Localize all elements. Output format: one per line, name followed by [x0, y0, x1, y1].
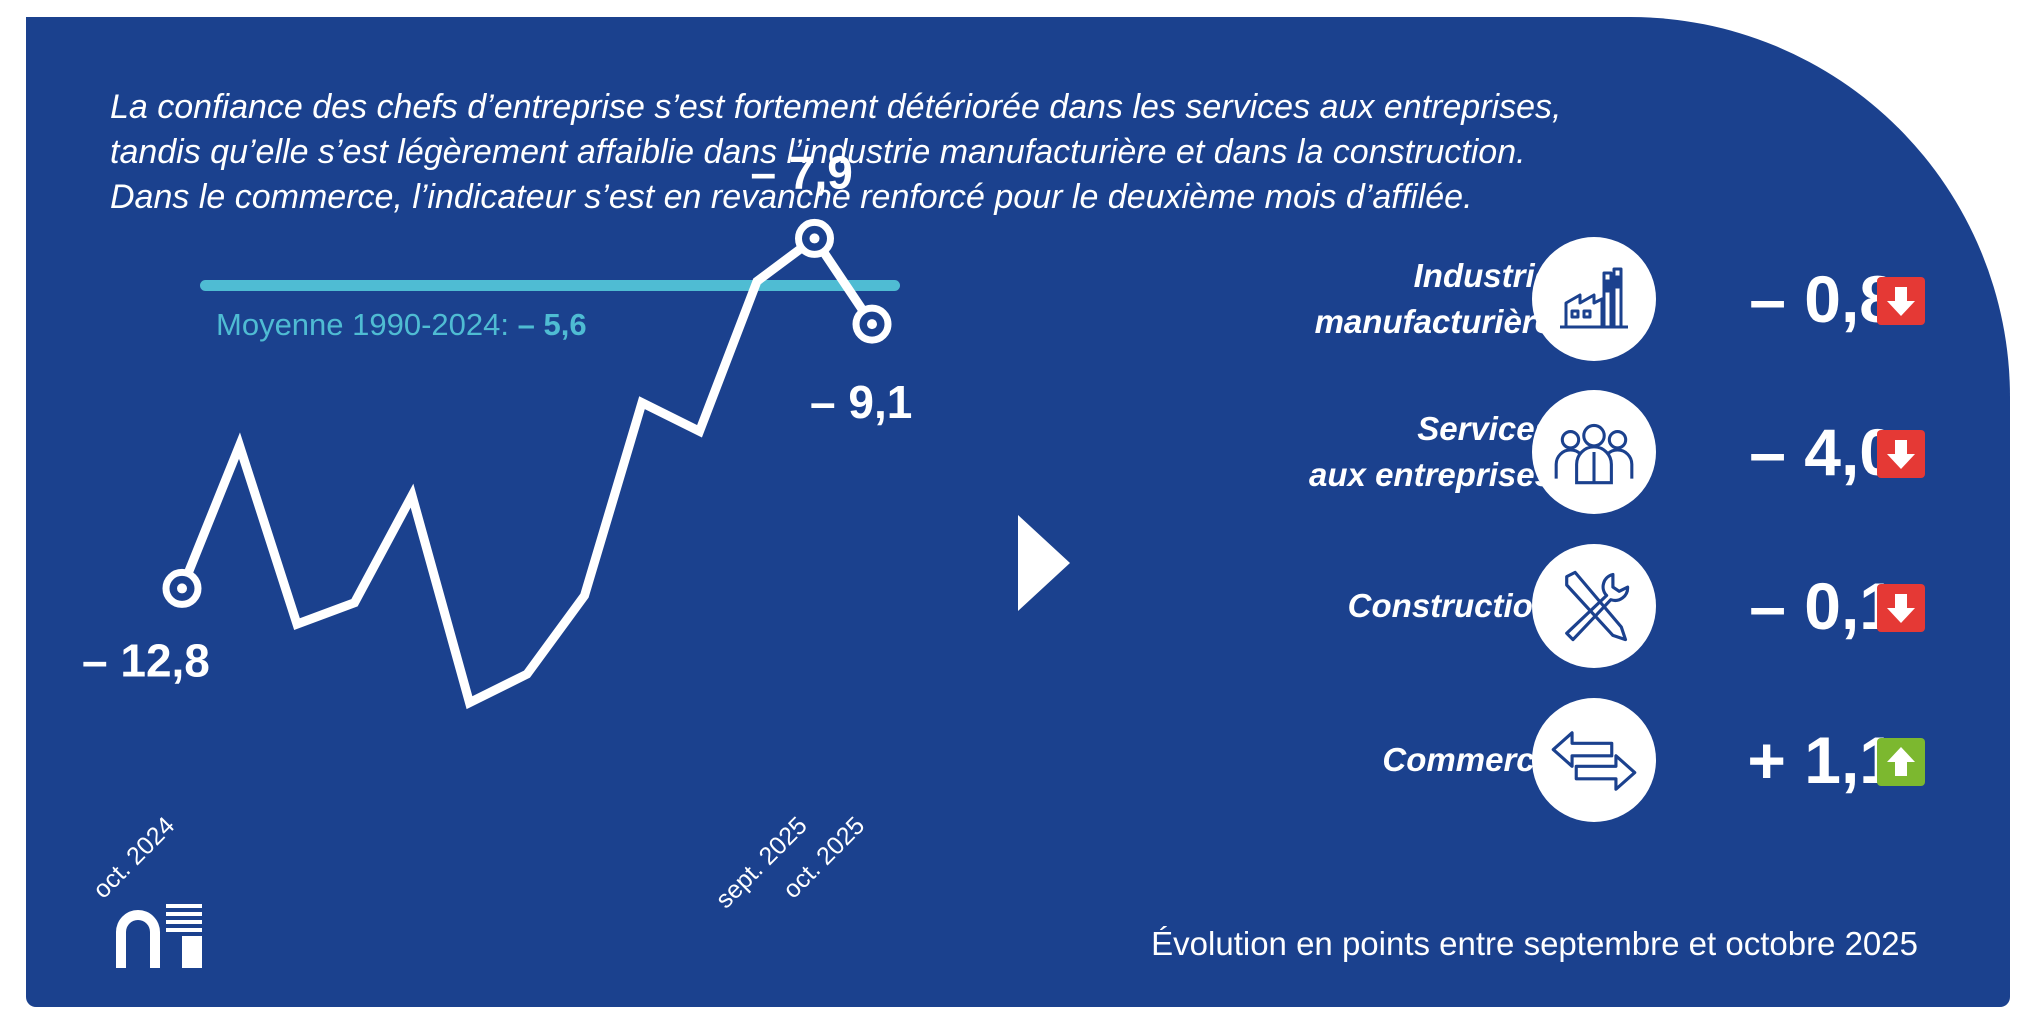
- sector-value: – 0,1: [1749, 569, 1896, 643]
- point-label: – 7,9: [751, 146, 853, 198]
- exchange-arrows-icon: [1532, 698, 1656, 822]
- sector-name: Services aux entreprises: [1309, 390, 1553, 514]
- arrow-down-icon: [1877, 584, 1925, 632]
- infographic-panel: La confiance des chefs d’entreprise s’es…: [26, 17, 2010, 1007]
- sector-row: Industrie manufacturière – 0,8: [1106, 237, 1966, 361]
- x-tick-label: oct. 2024: [88, 811, 181, 904]
- highlight-marker-dot: [177, 583, 187, 594]
- factory-icon: [1532, 237, 1656, 361]
- sector-name-line: aux entreprises: [1309, 456, 1553, 493]
- highlight-marker-dot: [867, 319, 877, 330]
- sector-name: Commerce: [1382, 698, 1553, 822]
- arrow-down-icon: [1877, 430, 1925, 478]
- sector-name-line: manufacturière: [1314, 303, 1553, 340]
- people-icon: [1532, 390, 1656, 514]
- play-arrow-icon: [1018, 515, 1070, 611]
- arrow-down-icon: [1877, 277, 1925, 325]
- point-label: – 12,8: [82, 634, 210, 686]
- average-value: – 5,6: [517, 307, 587, 342]
- sector-name-line: Construction: [1347, 587, 1553, 624]
- series-line: [177, 231, 877, 710]
- intro-line-2: tandis qu’elle s’est légèrement affaibli…: [110, 133, 1526, 171]
- sector-name-line: Services: [1417, 410, 1553, 447]
- sector-value: + 1,1: [1747, 723, 1896, 797]
- intro-line-3: Dans le commerce, l’indicateur s’est en …: [110, 178, 1473, 216]
- arrow-up-icon: [1877, 738, 1925, 786]
- average-label-text: Moyenne 1990-2024:: [216, 307, 518, 342]
- intro-line-1: La confiance des chefs d’entreprise s’es…: [110, 88, 1562, 126]
- sector-name-line: Commerce: [1382, 741, 1553, 778]
- footer-note: Évolution en points entre septembre et o…: [1151, 925, 1918, 962]
- tools-icon: [1532, 544, 1656, 668]
- sector-row: Services aux entreprises – 4,0: [1106, 390, 1966, 514]
- average-bar: [200, 280, 900, 291]
- sector-row: Commerce + 1,1: [1106, 698, 1966, 822]
- sector-value: – 0,8: [1749, 262, 1896, 336]
- sector-name-line: Industrie: [1413, 257, 1553, 294]
- sector-row: Construction – 0,1: [1106, 544, 1966, 668]
- sector-name: Construction: [1348, 544, 1553, 668]
- sector-name: Industrie manufacturière: [1315, 237, 1553, 361]
- average-label: Moyenne 1990-2024: – 5,6: [216, 307, 587, 343]
- sector-value: – 4,0: [1749, 415, 1896, 489]
- intro-text: La confiance des chefs d’entreprise s’es…: [110, 85, 1710, 220]
- point-label: – 9,1: [810, 376, 912, 428]
- logo-icon: [116, 904, 202, 968]
- highlight-marker-dot: [809, 233, 820, 244]
